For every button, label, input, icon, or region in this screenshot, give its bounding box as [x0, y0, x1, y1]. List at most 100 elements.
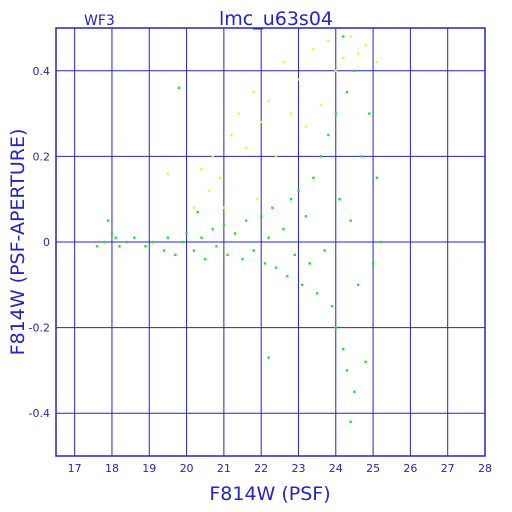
x-tick-label: 24: [329, 462, 343, 475]
data-point: [177, 86, 181, 90]
x-tick-label: 18: [105, 462, 119, 475]
data-point: [338, 198, 341, 201]
data-point: [271, 206, 274, 209]
data-point: [185, 232, 188, 235]
y-tick-label: 0.4: [33, 65, 51, 78]
data-point: [293, 253, 296, 257]
grid-lines: [56, 28, 486, 456]
data-point: [297, 78, 300, 81]
data-point: [356, 52, 360, 55]
data-point: [222, 206, 226, 209]
data-point: [103, 240, 106, 244]
data-point: [267, 99, 270, 102]
y-tick-label: 0: [43, 236, 50, 249]
x-tick-label: 26: [403, 462, 417, 475]
data-point: [315, 292, 319, 295]
data-point: [349, 219, 352, 222]
data-point: [360, 155, 364, 158]
x-tick-label: 21: [217, 462, 231, 475]
x-tick-labels: 17 18 19 20 21 22 23 24 25 26 27 28: [68, 462, 492, 475]
y-axis-label: F814W (PSF-APERTURE): [7, 129, 29, 356]
data-point: [192, 206, 196, 209]
data-point: [289, 198, 293, 201]
data-point: [345, 369, 349, 372]
data-point: [368, 112, 371, 115]
data-point: [274, 155, 278, 158]
data-point: [118, 245, 121, 248]
data-point: [114, 236, 117, 239]
data-point: [375, 176, 379, 179]
plot-frame: [55, 27, 486, 457]
chart-title: lmc_u63s04: [219, 8, 333, 30]
x-tick-label: 22: [254, 462, 268, 475]
data-point: [349, 420, 352, 423]
data-point: [282, 61, 285, 64]
data-point: [166, 236, 170, 239]
data-point: [226, 253, 229, 257]
data-point: [204, 257, 207, 261]
x-tick-label: 25: [366, 462, 380, 475]
data-point: [256, 198, 259, 201]
x-tick-label: 23: [291, 462, 305, 475]
data-point: [327, 39, 330, 43]
data-point: [200, 236, 203, 239]
data-point: [125, 240, 129, 244]
data-point: [174, 253, 177, 257]
data-point: [237, 112, 240, 115]
data-point: [166, 172, 170, 175]
data-point: [144, 245, 147, 248]
data-point: [267, 356, 270, 359]
data-point: [192, 249, 196, 252]
data-point: [181, 240, 185, 244]
data-point: [162, 249, 166, 252]
y-tick-label: -0.2: [29, 322, 50, 335]
data-point: [222, 223, 226, 227]
data-point: [252, 249, 255, 252]
data-point: [319, 103, 323, 107]
data-point: [353, 390, 356, 393]
x-tick-label: 20: [180, 462, 194, 475]
data-point: [211, 155, 214, 158]
data-point: [312, 48, 315, 51]
data-point: [349, 35, 352, 38]
data-point: [215, 245, 218, 248]
data-point: [356, 283, 360, 286]
data-point: [330, 305, 334, 308]
data-point: [297, 189, 300, 192]
data-point: [327, 133, 330, 137]
data-point: [364, 360, 367, 364]
data-point: [133, 236, 136, 239]
data-point: [196, 210, 199, 214]
data-point: [334, 112, 337, 115]
data-point: [267, 236, 270, 239]
data-point: [353, 69, 356, 72]
data-point: [252, 91, 255, 94]
data-point: [207, 189, 211, 192]
data-point: [263, 262, 267, 265]
data-point: [323, 249, 326, 252]
data-point: [308, 262, 311, 265]
x-tick-label: 27: [441, 462, 455, 475]
y-tick-label: -0.4: [29, 407, 50, 420]
data-point: [286, 275, 289, 278]
data-point: [245, 146, 248, 150]
data-point: [200, 168, 203, 171]
x-axis-label: F814W (PSF): [209, 483, 330, 505]
data-point: [312, 176, 315, 179]
data-point: [342, 35, 345, 38]
data-point: [107, 219, 110, 222]
x-tick-label: 19: [142, 462, 156, 475]
data-point: [375, 61, 379, 64]
data-point: [301, 283, 304, 286]
data-point: [342, 56, 345, 60]
data-point: [371, 262, 375, 265]
data-point: [274, 266, 278, 269]
data-point: [304, 125, 308, 128]
data-point: [379, 240, 382, 244]
data-point: [289, 112, 293, 115]
data-point: [304, 215, 308, 218]
data-point: [334, 69, 337, 72]
chart-subtitle: WF3: [84, 13, 115, 29]
data-point: [211, 227, 214, 231]
data-point: [95, 245, 99, 248]
